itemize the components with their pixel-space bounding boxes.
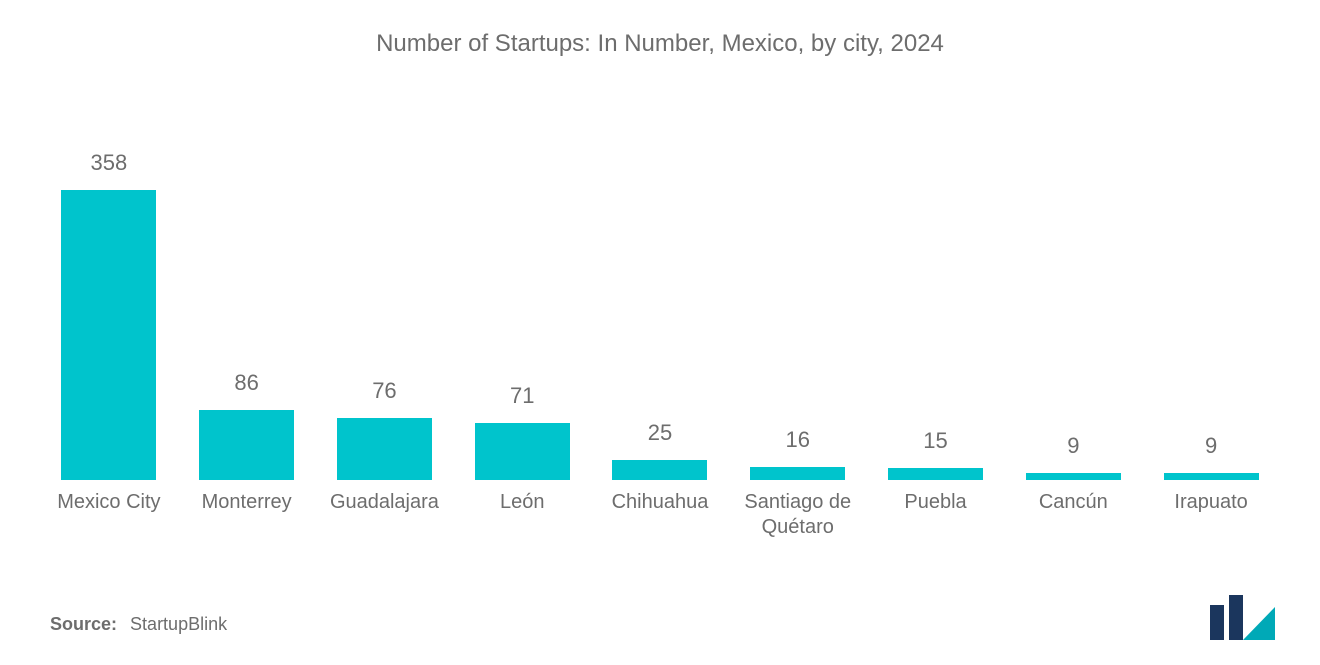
chart-title: Number of Startups: In Number, Mexico, b… [0, 30, 1320, 58]
bar-value-label: 9 [1142, 433, 1280, 459]
bar [61, 190, 156, 480]
bar [199, 410, 294, 480]
bar-value-label: 9 [1004, 433, 1142, 459]
bar-column: 358Mexico City [40, 190, 178, 480]
source-attribution: Source: StartupBlink [50, 614, 227, 635]
bar [337, 418, 432, 480]
bar [475, 423, 570, 481]
bar-column: 16Santiago de Quétaro [729, 467, 867, 480]
bar-column: 76Guadalajara [316, 418, 454, 480]
chart-container: Number of Startups: In Number, Mexico, b… [0, 0, 1320, 665]
bar-column: 25Chihuahua [591, 460, 729, 480]
bar-column: 86Monterrey [178, 410, 316, 480]
bar-column: 71León [453, 423, 591, 481]
category-label: Monterrey [178, 480, 316, 515]
bar-value-label: 358 [40, 150, 178, 176]
bar [888, 468, 983, 480]
category-label: Cancún [1004, 480, 1142, 515]
bar-column: 15Puebla [867, 468, 1005, 480]
bar-column: 9Cancún [1004, 473, 1142, 480]
bar [1164, 473, 1259, 480]
bar [750, 467, 845, 480]
bar-column: 9Irapuato [1142, 473, 1280, 480]
bar-value-label: 86 [178, 370, 316, 396]
category-label: Irapuato [1142, 480, 1280, 515]
source-text: StartupBlink [130, 614, 227, 634]
category-label: Puebla [867, 480, 1005, 515]
bar [1026, 473, 1121, 480]
bar-value-label: 25 [591, 420, 729, 446]
category-label: Guadalajara [316, 480, 454, 515]
category-label: Chihuahua [591, 480, 729, 515]
bar-value-label: 16 [729, 427, 867, 453]
brand-logo-icon [1210, 595, 1275, 640]
category-label: Mexico City [40, 480, 178, 515]
bar-value-label: 15 [867, 428, 1005, 454]
source-label: Source: [50, 614, 117, 634]
category-label: Santiago de Quétaro [729, 480, 867, 540]
bar-value-label: 76 [316, 378, 454, 404]
bar [612, 460, 707, 480]
category-label: León [453, 480, 591, 515]
bar-value-label: 71 [453, 383, 591, 409]
plot-area: 358Mexico City86Monterrey76Guadalajara71… [40, 190, 1280, 480]
